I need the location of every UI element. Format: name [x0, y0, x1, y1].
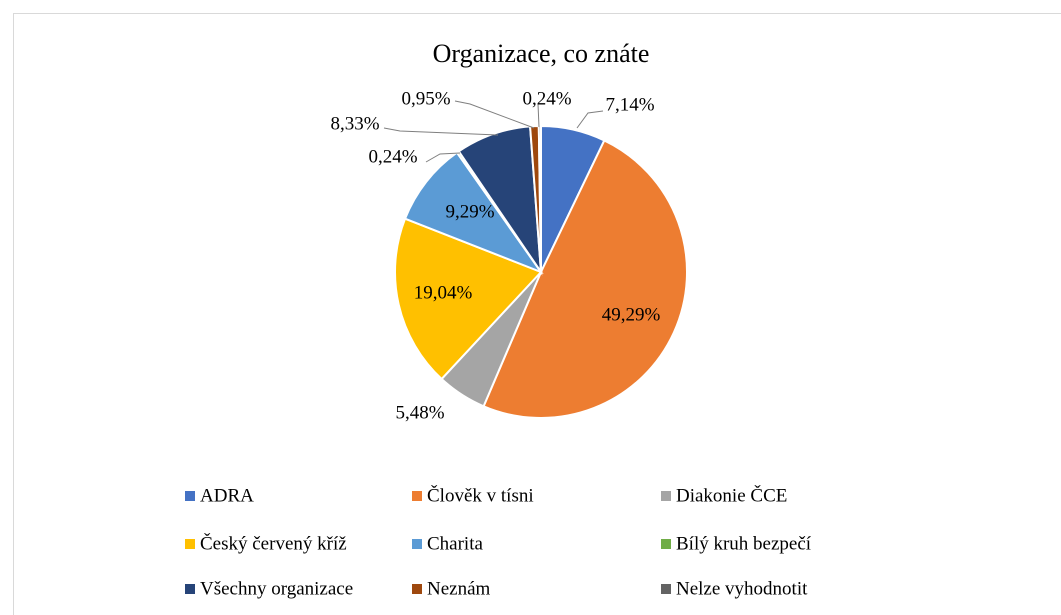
- legend-label: Charita: [427, 533, 483, 554]
- chart-title: Organizace, co znáte: [433, 39, 650, 68]
- legend-label: Člověk v tísni: [427, 484, 534, 506]
- legend-swatch: [412, 491, 422, 501]
- legend-label: Český červený kříž: [200, 532, 347, 554]
- data-label: 19,04%: [414, 282, 473, 303]
- data-label: 49,29%: [602, 304, 661, 325]
- data-label: 8,33%: [330, 113, 379, 134]
- data-label: 0,24%: [368, 146, 417, 167]
- pie-slice: [482, 139, 688, 419]
- data-label: 9,29%: [445, 201, 494, 222]
- legend-swatch: [661, 539, 671, 549]
- leader-line: [576, 110, 604, 129]
- legend-swatch: [412, 539, 422, 549]
- legend-label: Diakonie ČCE: [676, 484, 787, 506]
- legend-swatch: [185, 491, 195, 501]
- leader-line: [537, 103, 540, 128]
- legend-swatch: [412, 584, 422, 594]
- legend-label: Bílý kruh bezpečí: [676, 533, 812, 554]
- data-label: 5,48%: [395, 402, 444, 423]
- data-label: 0,24%: [522, 88, 571, 109]
- legend-label: ADRA: [200, 485, 254, 506]
- data-label: 0,95%: [401, 88, 450, 109]
- leader-line: [454, 100, 535, 129]
- legend-swatch: [661, 584, 671, 594]
- legend-swatch: [185, 539, 195, 549]
- leader-line: [383, 127, 499, 136]
- leader-line: [425, 152, 461, 163]
- legend-swatch: [661, 491, 671, 501]
- legend-label: Neznám: [427, 578, 491, 599]
- legend-swatch: [185, 584, 195, 594]
- data-label: 7,14%: [605, 94, 654, 115]
- legend-label: Všechny organizace: [200, 578, 353, 599]
- legend-label: Nelze vyhodnotit: [676, 578, 808, 599]
